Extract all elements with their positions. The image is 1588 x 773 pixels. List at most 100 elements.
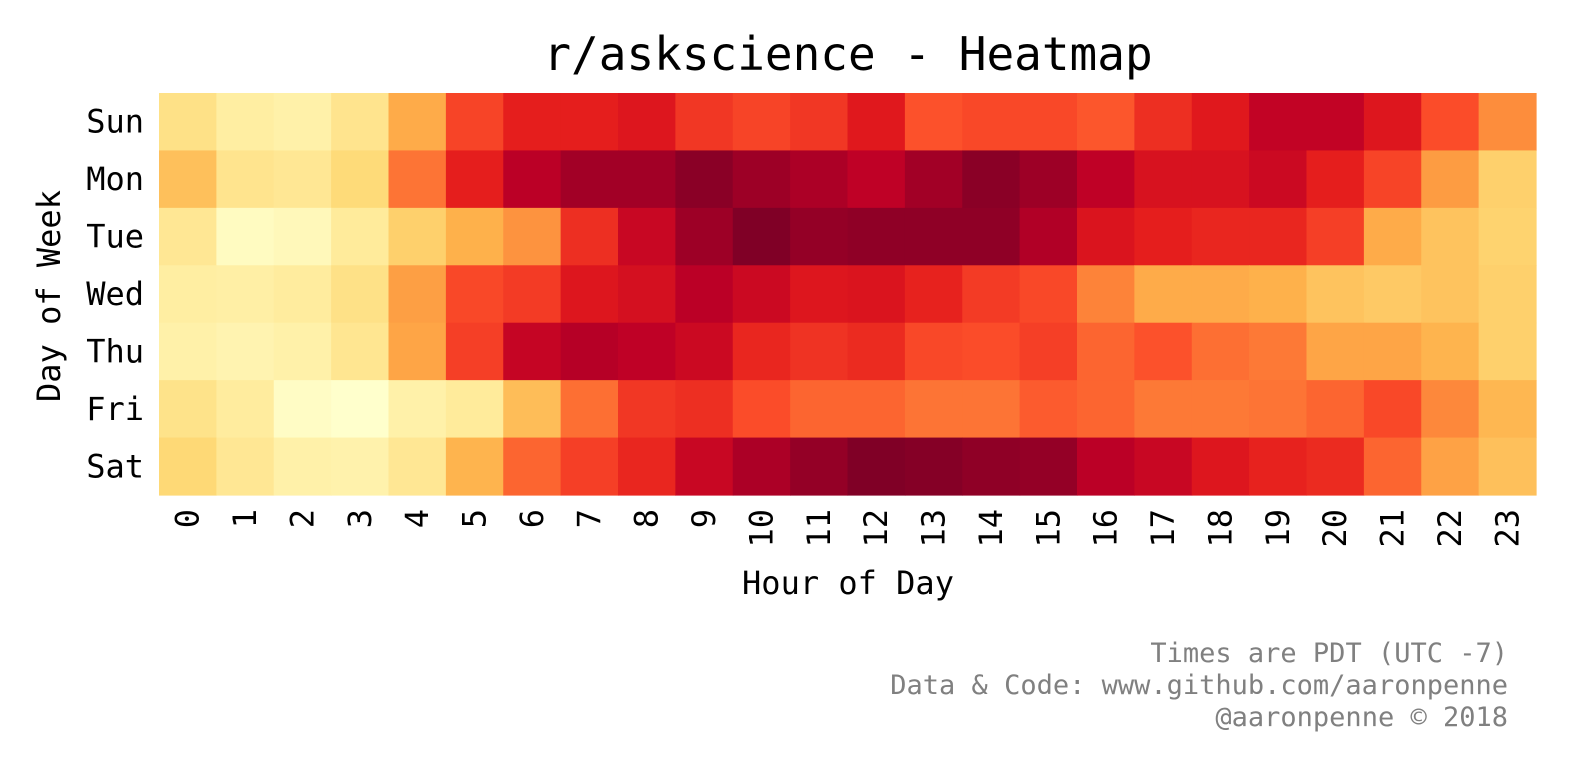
x-tick-label-1: 1 — [226, 509, 264, 528]
heatmap-cell-wed-22 — [1421, 265, 1480, 324]
heatmap-cell-wed-1 — [216, 265, 275, 324]
heatmap-cell-tue-20 — [1306, 207, 1365, 266]
heatmap-cell-mon-3 — [331, 150, 390, 209]
heatmap-cell-wed-12 — [847, 265, 906, 324]
heatmap-cell-thu-17 — [1134, 322, 1193, 381]
heatmap-cell-sat-9 — [675, 437, 734, 496]
heatmap-cell-fri-4 — [388, 380, 447, 439]
heatmap-cell-sat-15 — [1019, 437, 1078, 496]
heatmap-cell-mon-21 — [1363, 150, 1422, 209]
heatmap-cell-sat-22 — [1421, 437, 1480, 496]
heatmap-cell-sun-11 — [790, 93, 849, 152]
heatmap-cell-sat-19 — [1249, 437, 1308, 496]
heatmap-cell-wed-15 — [1019, 265, 1078, 324]
heatmap-cell-sat-20 — [1306, 437, 1365, 496]
heatmap-cell-wed-8 — [618, 265, 676, 324]
heatmap-cell-fri-20 — [1306, 380, 1365, 439]
heatmap-cell-sun-14 — [962, 93, 1021, 152]
heatmap-cell-sat-0 — [159, 437, 217, 496]
heatmap-cell-mon-19 — [1249, 150, 1308, 209]
heatmap-cell-wed-0 — [159, 265, 217, 324]
heatmap-cell-sat-13 — [904, 437, 963, 496]
heatmap-cell-wed-18 — [1191, 265, 1250, 324]
heatmap-cell-mon-6 — [503, 150, 562, 209]
heatmap-cell-mon-17 — [1134, 150, 1193, 209]
heatmap-cell-fri-8 — [618, 380, 676, 439]
y-tick-label-tue: Tue — [86, 218, 144, 256]
heatmap-cell-sat-4 — [388, 437, 447, 496]
heatmap-cell-fri-11 — [790, 380, 849, 439]
heatmap-cell-tue-0 — [159, 207, 217, 266]
heatmap-cell-sun-1 — [216, 93, 275, 152]
heatmap-cell-tue-21 — [1363, 207, 1422, 266]
heatmap-cell-tue-7 — [560, 207, 619, 266]
x-tick-label-5: 5 — [456, 509, 494, 528]
heatmap-cell-tue-23 — [1478, 207, 1537, 266]
heatmap-cell-sat-3 — [331, 437, 390, 496]
heatmap-cell-tue-8 — [618, 207, 676, 266]
heatmap-cell-wed-20 — [1306, 265, 1365, 324]
heatmap-cell-wed-9 — [675, 265, 734, 324]
heatmap-cell-fri-15 — [1019, 380, 1078, 439]
heatmap-cell-fri-18 — [1191, 380, 1250, 439]
x-tick-label-9: 9 — [685, 509, 723, 528]
x-tick-label-23: 23 — [1488, 509, 1526, 548]
heatmap-cell-mon-15 — [1019, 150, 1078, 209]
heatmap-cell-sat-2 — [273, 437, 332, 496]
y-axis-label: Day of Week — [30, 190, 68, 402]
heatmap-cell-sun-9 — [675, 93, 734, 152]
heatmap-cell-sun-6 — [503, 93, 562, 152]
heatmap-cell-fri-23 — [1478, 380, 1537, 439]
heatmap-cell-fri-9 — [675, 380, 734, 439]
timezone-note: Times are PDT (UTC -7) — [1150, 638, 1508, 669]
x-tick-label-16: 16 — [1087, 509, 1125, 548]
heatmap-cell-sun-2 — [273, 93, 332, 152]
heatmap-cell-sun-5 — [445, 93, 504, 152]
heatmap-cell-wed-4 — [388, 265, 447, 324]
x-tick-label-3: 3 — [341, 509, 379, 528]
heatmap-cell-sun-15 — [1019, 93, 1078, 152]
x-tick-label-17: 17 — [1144, 509, 1182, 548]
x-tick-label-19: 19 — [1259, 509, 1297, 548]
heatmap-cell-tue-19 — [1249, 207, 1308, 266]
heatmap-cell-sat-10 — [732, 437, 791, 496]
heatmap-cell-wed-13 — [904, 265, 963, 324]
chart-title: r/askscience - Heatmap — [543, 27, 1152, 81]
heatmap-cell-thu-5 — [445, 322, 504, 381]
x-tick-label-14: 14 — [972, 509, 1010, 548]
x-axis-label: Hour of Day — [742, 564, 954, 602]
y-tick-label-sat: Sat — [86, 447, 144, 485]
heatmap-cell-thu-10 — [732, 322, 791, 381]
heatmap-cell-wed-17 — [1134, 265, 1193, 324]
heatmap-cell-mon-8 — [618, 150, 676, 209]
footer-notes: Times are PDT (UTC -7) Data & Code: www.… — [890, 638, 1508, 734]
heatmap-cell-sat-14 — [962, 437, 1021, 496]
heatmap-cell-sun-0 — [159, 93, 217, 152]
heatmap-cell-wed-5 — [445, 265, 504, 324]
x-tick-label-2: 2 — [283, 509, 321, 528]
heatmap-cell-sat-12 — [847, 437, 906, 496]
x-tick-label-10: 10 — [742, 509, 780, 548]
heatmap-cell-sat-16 — [1077, 437, 1135, 496]
heatmap-cell-mon-9 — [675, 150, 734, 209]
heatmap-cell-thu-8 — [618, 322, 676, 381]
heatmap-cell-fri-12 — [847, 380, 906, 439]
x-tick-label-0: 0 — [169, 509, 207, 528]
heatmap-cell-wed-2 — [273, 265, 332, 324]
heatmap-cell-thu-22 — [1421, 322, 1480, 381]
heatmap-cell-tue-5 — [445, 207, 504, 266]
heatmap-cell-wed-11 — [790, 265, 849, 324]
heatmap-cell-wed-23 — [1478, 265, 1537, 324]
heatmap-cell-tue-10 — [732, 207, 791, 266]
heatmap-cell-sat-1 — [216, 437, 275, 496]
x-tick-label-8: 8 — [628, 509, 666, 528]
x-tick-label-6: 6 — [513, 509, 551, 528]
heatmap-cell-sun-10 — [732, 93, 791, 152]
heatmap-cell-sun-13 — [904, 93, 963, 152]
heatmap-cell-fri-0 — [159, 380, 217, 439]
heatmap-cell-sun-18 — [1191, 93, 1250, 152]
heatmap-cell-mon-4 — [388, 150, 447, 209]
heatmap-cell-thu-3 — [331, 322, 390, 381]
heatmap-cell-fri-17 — [1134, 380, 1193, 439]
heatmap-cell-wed-16 — [1077, 265, 1135, 324]
